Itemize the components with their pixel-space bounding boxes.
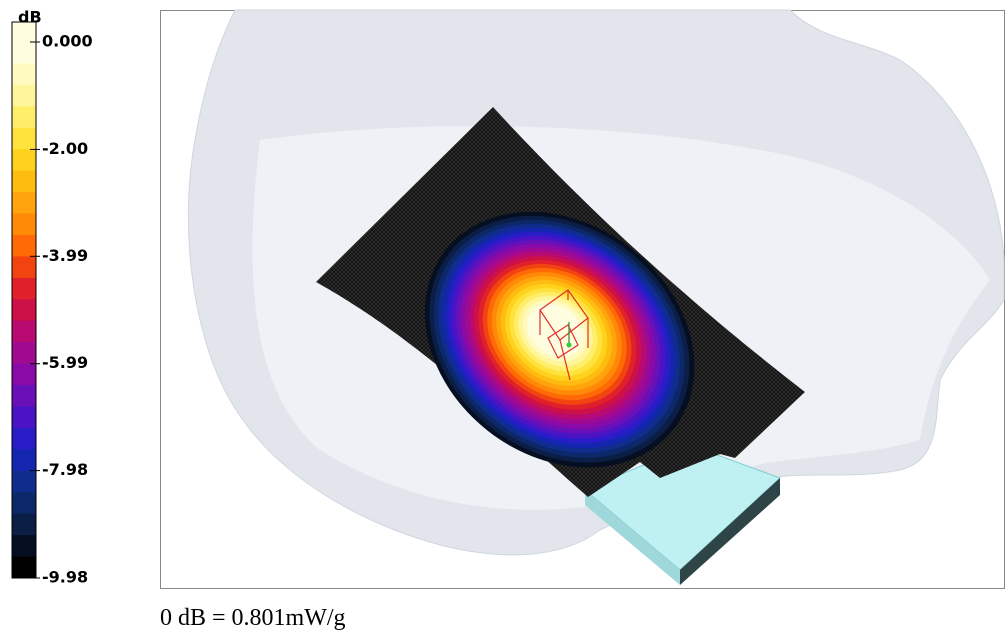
tick-label: -3.99 [42, 246, 88, 265]
tick-label: -2.00 [42, 139, 88, 158]
colorbar-band [12, 192, 36, 215]
colorbar-band [12, 320, 36, 343]
colorbar-frame [11, 21, 37, 579]
colorbar-band [12, 299, 36, 322]
colorbar-band [12, 385, 36, 407]
colorbar-band [12, 84, 36, 107]
tick-label: -5.99 [42, 353, 88, 372]
colorbar-band [12, 63, 36, 86]
colorbar-band [12, 406, 36, 429]
colorbar-band [12, 470, 36, 493]
colorbar-band [12, 535, 36, 558]
colorbar-band [12, 170, 36, 193]
probe [539, 289, 589, 381]
caption: 0 dB = 0.801mW/g [160, 605, 346, 631]
colorbar-band [12, 492, 36, 515]
colorbar-band [12, 342, 36, 365]
colorbar-band [12, 149, 36, 172]
colorbar-band [12, 427, 36, 450]
tick-label: -7.98 [42, 460, 88, 479]
colorbar-band [12, 513, 36, 536]
colorbar-top [12, 22, 36, 42]
colorbar-band [12, 42, 36, 64]
colorbar-band [12, 234, 36, 257]
tick-label: 0.000 [42, 32, 93, 51]
colorbar-band [12, 106, 36, 129]
colorbar-band [12, 256, 36, 279]
colorbar-band [12, 449, 36, 472]
colorbar-band [12, 213, 36, 236]
colorbar-band [12, 127, 36, 150]
colorbar-band [12, 556, 36, 579]
phantom-block [584, 444, 781, 585]
colorbar-band [12, 277, 36, 300]
tick-label: -9.98 [42, 568, 88, 587]
colorbar-band [12, 363, 36, 386]
